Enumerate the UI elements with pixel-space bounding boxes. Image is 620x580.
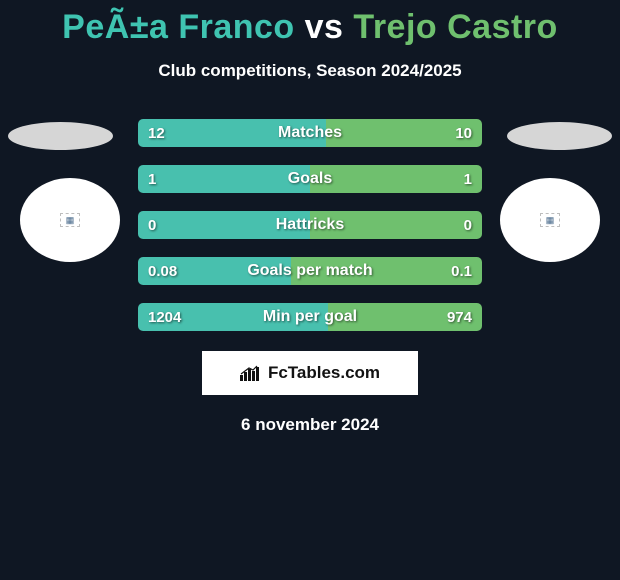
stat-label: Goals <box>138 165 482 193</box>
brand-text: FcTables.com <box>268 363 380 383</box>
stat-row: Goals per match0.08 0.1 <box>138 257 482 285</box>
player1-name: PeÃ±a Franco <box>62 8 295 46</box>
stat-value-left: 0 <box>148 211 156 239</box>
player1-flag-ellipse <box>8 122 113 150</box>
stat-value-left: 1 <box>148 165 156 193</box>
player2-flag-ellipse <box>507 122 612 150</box>
stat-value-right: 0.1 <box>451 257 472 285</box>
vs-separator: vs <box>305 8 344 46</box>
stat-row: Matches12 10 <box>138 119 482 147</box>
player2-name: Trejo Castro <box>353 8 557 46</box>
stat-value-left: 1204 <box>148 303 181 331</box>
stat-row: Goals1 1 <box>138 165 482 193</box>
stat-label: Goals per match <box>138 257 482 285</box>
stat-value-right: 974 <box>447 303 472 331</box>
stat-label: Hattricks <box>138 211 482 239</box>
stat-label: Matches <box>138 119 482 147</box>
stat-value-right: 1 <box>464 165 472 193</box>
stat-row: Min per goal1204 974 <box>138 303 482 331</box>
stat-value-right: 10 <box>455 119 472 147</box>
player2-avatar-circle: ▦ <box>500 178 600 262</box>
stat-row: Hattricks0 0 <box>138 211 482 239</box>
stat-value-left: 0.08 <box>148 257 177 285</box>
comparison-card: PeÃ±a Franco vs Trejo Castro Club compet… <box>0 0 620 435</box>
stat-value-right: 0 <box>464 211 472 239</box>
stats-container: Matches12 10 Goals1 1 Hattricks0 0 Goals per m… <box>138 119 482 331</box>
brand-box: FcTables.com <box>202 351 418 395</box>
stat-label: Min per goal <box>138 303 482 331</box>
placeholder-image-icon: ▦ <box>540 213 560 227</box>
placeholder-image-icon: ▦ <box>60 213 80 227</box>
date-text: 6 november 2024 <box>0 415 620 435</box>
brand-bars-icon <box>240 365 262 381</box>
page-title: PeÃ±a Franco vs Trejo Castro <box>0 8 620 47</box>
player1-avatar-circle: ▦ <box>20 178 120 262</box>
stat-value-left: 12 <box>148 119 165 147</box>
subtitle: Club competitions, Season 2024/2025 <box>0 61 620 81</box>
